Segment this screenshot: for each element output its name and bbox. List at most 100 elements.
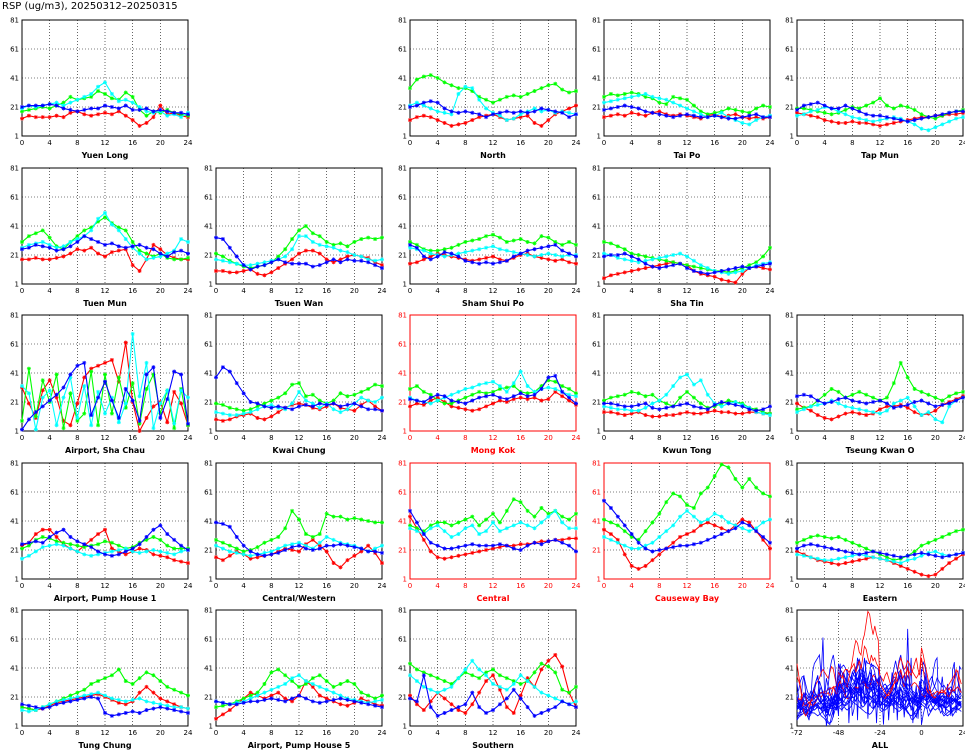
causeway-bay-point xyxy=(608,537,613,542)
tai-po-point xyxy=(608,99,613,104)
central-ytick-label: 61 xyxy=(398,489,407,497)
mong-kok-point xyxy=(567,392,572,397)
causeway-bay-point xyxy=(726,529,731,534)
tuen-mun-point xyxy=(137,248,142,253)
airport-sha-chau-xtick-label: 8 xyxy=(75,434,79,442)
central-western-ytick-label: 21 xyxy=(204,547,213,555)
southern-point xyxy=(532,670,537,675)
tung-chung-point xyxy=(68,696,73,701)
tap-mun-point xyxy=(857,120,862,125)
sha-tin-point xyxy=(615,244,620,249)
kwai-chung-label: Kwai Chung xyxy=(272,446,325,455)
mong-kok-point xyxy=(525,384,530,389)
tap-mun-point xyxy=(954,116,959,121)
sham-shui-po-point xyxy=(414,245,419,250)
airport-sha-chau-point xyxy=(103,379,107,384)
kwun-tong-point xyxy=(643,394,648,399)
airport-pump-house-5-point xyxy=(324,687,329,692)
airport-pump-house-5-point xyxy=(352,681,357,686)
central-western-point xyxy=(227,549,232,554)
causeway-bay-point xyxy=(712,534,717,539)
tai-po-point xyxy=(629,105,634,109)
tai-po-point xyxy=(733,107,738,112)
airport-pump-house-5-point xyxy=(359,696,364,701)
central-western-point xyxy=(290,545,295,550)
southern-point xyxy=(428,687,433,692)
tuen-mun-point xyxy=(158,247,163,252)
airport-pump-house-5-point xyxy=(366,702,371,707)
tung-chung-point xyxy=(33,708,38,713)
sha-tin-point xyxy=(733,280,738,285)
central-point xyxy=(553,508,558,513)
sham-shui-po-ytick-label: 21 xyxy=(398,252,407,260)
tseung-kwan-o-point xyxy=(905,395,910,400)
airport-pump-house-5-point xyxy=(255,699,260,704)
tseung-kwan-o-xtick-label: 12 xyxy=(876,434,885,442)
central-western-point xyxy=(297,517,301,522)
tseung-kwan-o-point xyxy=(954,391,959,396)
southern-point xyxy=(421,673,426,678)
tsuen-wan-point xyxy=(227,270,232,275)
tung-chung-point xyxy=(151,700,156,705)
central-point xyxy=(477,543,482,548)
tung-chung-point xyxy=(144,708,149,713)
central-point xyxy=(428,540,433,545)
central-western-point xyxy=(220,540,225,545)
airport-sha-chau-point xyxy=(96,363,101,368)
sha-tin-point xyxy=(636,267,641,272)
airport-sha-chau-point xyxy=(123,405,128,410)
tung-chung-point xyxy=(54,702,59,707)
tsuen-wan-point xyxy=(241,263,246,268)
tap-mun-point xyxy=(857,116,862,121)
kwai-chung-point xyxy=(255,401,260,406)
north-point xyxy=(484,115,489,120)
kwai-chung-point xyxy=(276,410,281,415)
yuen-long-point xyxy=(144,113,149,118)
central-western-point xyxy=(214,537,218,542)
tung-chung-point xyxy=(54,699,59,704)
sham-shui-po-xtick-label: 12 xyxy=(489,287,498,295)
sha-tin-xtick-label: 12 xyxy=(683,287,692,295)
mong-kok-point xyxy=(504,397,509,402)
mong-kok-point xyxy=(428,401,433,406)
north-point xyxy=(525,113,530,118)
airport-sha-chau-point xyxy=(151,372,156,377)
north-point xyxy=(470,110,475,115)
sham-shui-po-point xyxy=(532,241,537,246)
airport-sha-chau-xtick-label: 24 xyxy=(184,434,193,442)
tseung-kwan-o-point xyxy=(961,395,965,400)
eastern-point xyxy=(829,536,834,541)
central-western-point xyxy=(276,546,281,551)
central-point xyxy=(414,526,419,531)
southern-point xyxy=(435,713,440,718)
central-western-point xyxy=(234,546,239,551)
mong-kok-point xyxy=(574,394,578,399)
tap-mun-xtick-label: 4 xyxy=(822,139,827,147)
central-point xyxy=(560,520,565,525)
central-western-point xyxy=(220,558,225,563)
tsuen-wan-point xyxy=(290,261,295,266)
southern-ytick-label: 21 xyxy=(398,694,407,702)
sham-shui-po-point xyxy=(428,257,433,262)
causeway-bay-point xyxy=(664,546,669,551)
tap-mun-point xyxy=(829,119,834,124)
sham-shui-po-point xyxy=(408,245,412,250)
sham-shui-po-point xyxy=(456,242,461,247)
airport-pump-house-1-label: Airport, Pump House 1 xyxy=(54,594,157,603)
kwai-chung-point xyxy=(220,418,225,423)
airport-pump-house-1-xtick-label: 20 xyxy=(156,582,165,590)
tseung-kwan-o-xtick-label: 24 xyxy=(959,434,965,442)
tsuen-wan-point xyxy=(283,260,288,265)
airport-pump-house-1-point xyxy=(179,549,184,554)
kwun-tong-point xyxy=(678,411,683,416)
mong-kok-point xyxy=(560,394,565,399)
airport-sha-chau-point xyxy=(186,421,190,426)
yuen-long-point xyxy=(109,112,114,117)
tsuen-wan-xtick-label: 16 xyxy=(322,287,331,295)
tung-chung-point xyxy=(89,692,94,697)
kwai-chung-point xyxy=(227,417,232,422)
tuen-mun-point xyxy=(116,244,121,249)
causeway-bay-point xyxy=(698,491,703,496)
tseung-kwan-o-point xyxy=(829,417,834,422)
